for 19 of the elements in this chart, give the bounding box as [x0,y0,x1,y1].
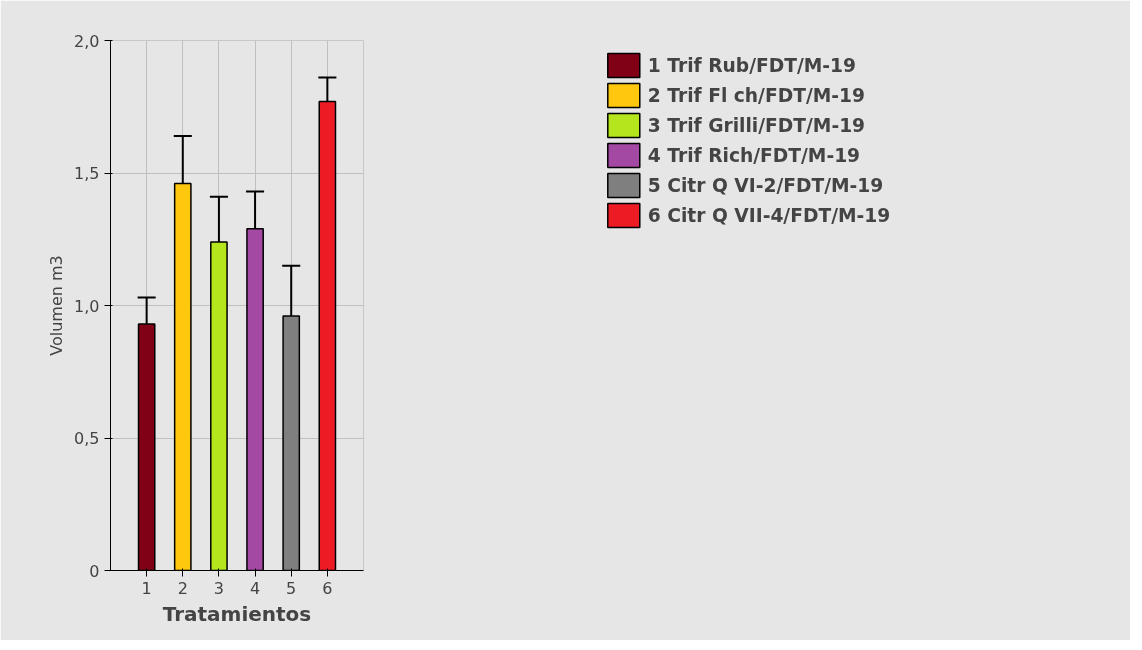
x-tick-label: 1 [141,578,152,598]
legend-label: 2 Trif Fl ch/FDT/M-19 [647,84,865,106]
y-tick-label: 0 [89,561,100,581]
x-tick-label: 2 [177,578,188,598]
y-axis-title: Volumen m3 [47,255,67,356]
x-tick-label: 4 [249,578,261,598]
legend-label: 5 Citr Q VI-2/FDT/M-19 [647,174,884,196]
legend-label: 4 Trif Rich/FDT/M-19 [647,144,861,166]
x-axis-title: Tratamientos [162,601,312,626]
legend-label: 6 Citr Q VII-4/FDT/M-19 [647,204,891,226]
y-tick-label: 1,5 [74,164,100,183]
x-tick-label: 5 [286,578,297,598]
legend-label: 3 Trif Grilli/FDT/M-19 [647,114,866,136]
x-tick-label: 6 [322,578,333,598]
y-tick-label: 0,5 [74,429,100,448]
x-tick-label: 3 [213,578,225,598]
y-tick-label: 2,0 [74,31,100,51]
y-tick-label: 1,0 [74,296,100,316]
legend-label: 1 Trif Rub/FDT/M-19 [647,54,856,76]
